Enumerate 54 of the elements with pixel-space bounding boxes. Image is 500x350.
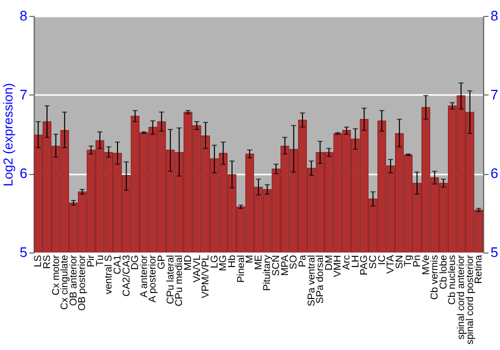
x-tick-label: MD — [182, 255, 194, 270]
y-axis-title: Log2 (expression) — [0, 83, 16, 186]
x-tick-label: Cb lobe — [438, 254, 450, 290]
x-tick-label: A anterior — [138, 254, 150, 298]
x-tick-label: Cb nucleus — [447, 254, 458, 305]
x-tick-label: M — [244, 255, 256, 264]
x-tick-label: Pituitary — [262, 254, 274, 291]
y-tick-label: 7 — [20, 86, 28, 102]
x-tick-label: ventral S — [104, 254, 115, 294]
x-tick-label: Hb — [227, 254, 238, 268]
x-tick-label: LG — [209, 255, 220, 268]
x-tick-label: OB posterior — [77, 254, 88, 311]
x-tick-label: Tu — [94, 255, 106, 266]
x-tick-label: SCN — [271, 255, 282, 276]
x-tick-label: ME — [253, 254, 264, 270]
x-tick-label: OB anterior — [68, 254, 80, 306]
x-tick-label: VTA — [386, 254, 397, 274]
x-tick-label: spinal cord posterior — [464, 254, 476, 344]
x-tick-label: RS — [42, 254, 53, 269]
x-tick-label: LH — [350, 255, 362, 268]
y-tick-label: 6 — [20, 165, 28, 182]
x-tick-label: VMH — [332, 255, 344, 278]
x-tick-label: CA2/CA3 — [121, 254, 132, 296]
x-tick-label: GP — [156, 254, 168, 270]
x-tick-label: Pn — [412, 255, 424, 268]
x-tick-label: VPM/VPL — [200, 254, 212, 298]
x-tick-label: CPu medial — [174, 255, 186, 306]
x-tick-label: SC — [368, 255, 379, 269]
x-tick-label: PAG — [359, 255, 370, 276]
x-tick-label: LS — [33, 254, 44, 268]
x-tick-label: DG — [130, 255, 142, 270]
x-tick-label: Arc — [342, 254, 353, 270]
x-tick-label: Pineal — [236, 255, 247, 283]
x-tick-label: MPA — [280, 254, 291, 276]
x-tick-label: SPa dorsal — [315, 255, 326, 304]
x-tick-label: spinal cord anterior — [456, 254, 468, 340]
x-tick-label: IC — [376, 255, 388, 265]
y2-tick-label: 7 — [490, 86, 499, 102]
x-tick-label: Pa — [297, 254, 308, 268]
x-tick-label: Pir — [86, 254, 98, 268]
y2-tick-label: 5 — [490, 244, 499, 260]
y-tick-label: 5 — [20, 244, 28, 260]
y-tick-label: 8 — [20, 7, 28, 24]
x-tick-label: CA1 — [112, 254, 124, 274]
x-tick-label: SN — [394, 255, 406, 269]
x-tick-label: DM — [324, 255, 335, 270]
x-tick-label: Tg — [403, 255, 414, 267]
x-tick-label: Cx cingulate — [60, 254, 71, 310]
x-tick-label: A posterior — [148, 254, 159, 303]
x-tick-label: SO — [288, 254, 300, 270]
x-tick-label: MVe — [420, 254, 432, 275]
x-tick-label: Retina — [474, 254, 485, 284]
y2-tick-label: 6 — [490, 165, 499, 182]
y2-tick-label: 8 — [490, 7, 499, 24]
